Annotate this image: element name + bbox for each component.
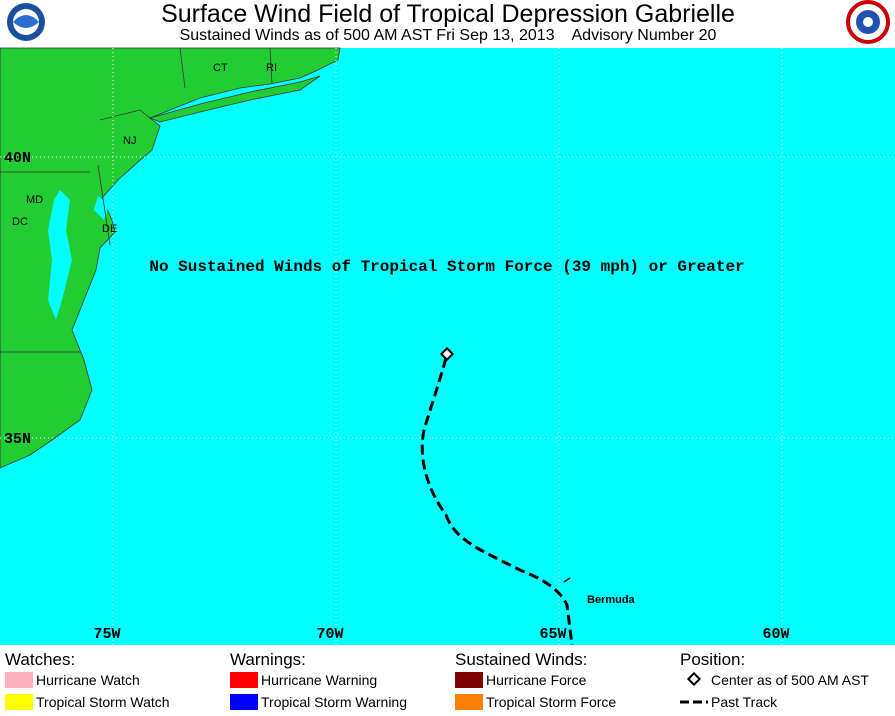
state-borders: [0, 47, 273, 353]
place-label: NJ: [123, 135, 136, 147]
lon-label: 60W: [762, 626, 789, 643]
place-label: Bermuda: [587, 594, 636, 606]
swatch: [5, 694, 33, 710]
lat-label: 35N: [4, 431, 31, 448]
legend-heading: Warnings:: [230, 650, 306, 669]
lon-label: 75W: [93, 626, 120, 643]
bermuda-island: [563, 577, 571, 583]
legend-heading: Position:: [680, 650, 745, 669]
delaware-bay: [94, 196, 110, 220]
swatch: [230, 694, 258, 710]
map: 40N 35N 75W 70W 65W 60W CT RI NJ MD DC D…: [0, 47, 895, 646]
legend-item: Past Track: [711, 694, 778, 710]
past-track: [420, 357, 574, 646]
legend-item: Tropical Storm Watch: [36, 694, 170, 710]
place-label: DE: [102, 223, 117, 235]
lon-label: 65W: [539, 626, 566, 643]
legend-item: Tropical Storm Force: [486, 694, 616, 710]
place-labels: CT RI NJ MD DC DE Bermuda: [12, 62, 636, 606]
legend-item: Hurricane Warning: [261, 672, 377, 688]
lat-label: 40N: [4, 150, 31, 167]
subtitle: Sustained Winds as of 500 AM AST Fri Sep…: [180, 27, 717, 44]
center-symbol: [686, 671, 702, 687]
legend: Watches: Hurricane Watch Tropical Storm …: [5, 650, 869, 710]
nws-logo: [846, 0, 890, 44]
swatch: [455, 694, 483, 710]
title: Surface Wind Field of Tropical Depressio…: [161, 0, 735, 28]
legend-heading: Watches:: [5, 650, 75, 669]
swatch: [455, 672, 483, 688]
storm-center: [439, 346, 455, 362]
swatch: [5, 672, 33, 688]
legend-item: Tropical Storm Warning: [261, 694, 407, 710]
long-island: [148, 75, 321, 123]
swatch: [230, 672, 258, 688]
place-label: RI: [266, 62, 277, 74]
lon-label: 70W: [316, 626, 343, 643]
chesapeake-bay: [48, 190, 72, 320]
annotation: No Sustained Winds of Tropical Storm For…: [149, 258, 744, 276]
place-label: DC: [12, 216, 28, 228]
noaa-logo: [7, 3, 45, 41]
legend-item: Center as of 500 AM AST: [711, 672, 869, 688]
place-label: CT: [213, 62, 228, 74]
land: [0, 47, 341, 469]
legend-item: Hurricane Force: [486, 672, 587, 688]
legend-heading: Sustained Winds:: [455, 650, 587, 669]
place-label: MD: [26, 194, 43, 206]
legend-item: Hurricane Watch: [36, 672, 140, 688]
